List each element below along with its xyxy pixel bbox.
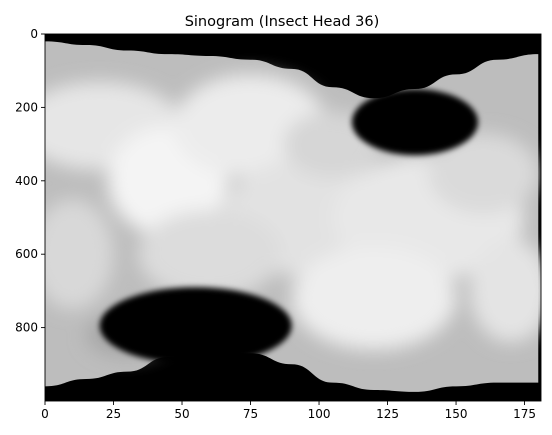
x-tick-label: 100 [308, 407, 331, 421]
x-tick-label: 175 [513, 407, 536, 421]
x-tick-label: 75 [243, 407, 258, 421]
y-tick-label: 400 [15, 174, 38, 188]
dark-void [99, 287, 292, 365]
dark-void [351, 89, 478, 156]
y-tick-label: 600 [15, 247, 38, 261]
x-tick-label: 0 [41, 407, 49, 421]
plot-frame [44, 33, 542, 402]
x-tick-label: 125 [376, 407, 399, 421]
dark-voids [99, 89, 478, 365]
y-tick-label: 200 [15, 100, 38, 114]
x-axis: 0 25 50 75 100 125 150 175 [41, 401, 536, 421]
chart-title: Sinogram (Insect Head 36) [185, 14, 380, 30]
y-axis: 0 200 400 600 800 [15, 27, 45, 335]
x-tick-label: 25 [106, 407, 121, 421]
y-tick-label: 800 [15, 321, 38, 335]
y-tick-label: 0 [30, 27, 38, 41]
texture-blob [138, 210, 281, 299]
texture-blob [469, 239, 541, 343]
texture-blob [45, 199, 114, 310]
bright-texture [45, 74, 541, 357]
x-tick-label: 150 [445, 407, 468, 421]
x-tick-label: 50 [174, 407, 189, 421]
texture-blob [428, 133, 539, 214]
sinogram-image [45, 34, 541, 401]
texture-blob [291, 246, 457, 350]
